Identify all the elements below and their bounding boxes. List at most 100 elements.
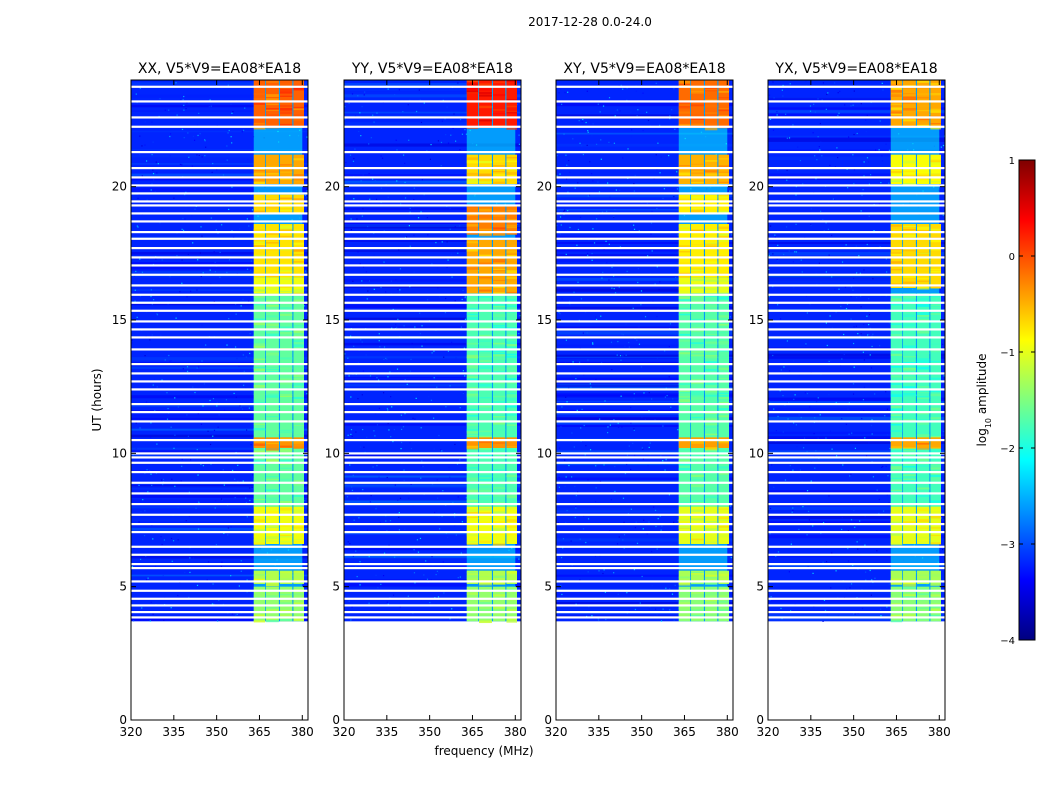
flag-gap-2-2 (556, 604, 733, 607)
subband-block-0-3-9 (293, 80, 305, 128)
y-tick-label-3-15: 15 (749, 313, 764, 327)
flag-gap-3-16 (768, 471, 945, 474)
y-tick-label-1-20: 20 (325, 180, 340, 194)
subband-block-2-0-9 (678, 80, 691, 128)
flag-gap-0-8 (131, 553, 308, 556)
flag-gap-1-6 (344, 567, 521, 570)
flag-gap-0-26 (131, 372, 308, 375)
x-tick-label-1-380: 380 (504, 725, 527, 739)
flag-gap-3-34 (768, 293, 945, 296)
flag-gap-3-17 (768, 461, 945, 464)
flag-gap-2-54 (556, 85, 733, 88)
flag-gap-0-32 (131, 309, 308, 312)
colorbar-tick-label-1: 0 (1009, 252, 1015, 263)
flag-gap-0-51 (131, 125, 308, 128)
y-tick-label-1-5: 5 (332, 580, 340, 594)
flag-gap-2-22 (556, 411, 733, 414)
flag-gap-0-50 (131, 151, 308, 154)
flag-gap-2-45 (556, 200, 733, 203)
subband-block-1-0-3 (466, 506, 479, 544)
flag-gap-1-45 (344, 200, 521, 203)
flag-gap-2-10 (556, 531, 733, 534)
flag-gap-1-54 (344, 85, 521, 88)
flag-gap-0-25 (131, 380, 308, 383)
subband-block-1-0-8 (466, 80, 479, 128)
flag-gap-3-37 (768, 264, 945, 267)
colorbar-tick-label-4: −3 (1000, 540, 1015, 551)
subband-block-3-2-5 (917, 224, 930, 288)
y-tick-label-2-5: 5 (544, 580, 552, 594)
flag-gap-1-36 (344, 273, 521, 276)
x-tick-label-1-320: 320 (333, 725, 356, 739)
flag-gap-3-35 (768, 284, 945, 287)
flag-gap-3-9 (768, 545, 945, 548)
x-tick-label-2-320: 320 (545, 725, 568, 739)
subband-block-2-0-7 (678, 194, 691, 214)
flag-gap-2-18 (556, 456, 733, 459)
flag-gap-2-42 (556, 220, 733, 223)
colorbar-tick-label-2: −1 (1000, 348, 1015, 359)
y-tick-label-0-10: 10 (112, 446, 127, 460)
flag-gap-1-52 (344, 116, 521, 119)
y-tick-label-2-20: 20 (537, 180, 552, 194)
flag-gap-2-40 (556, 237, 733, 240)
subband-block-2-0-6 (678, 224, 691, 278)
flag-gap-3-14 (768, 492, 945, 495)
flag-gap-3-28 (768, 348, 945, 351)
flag-gap-1-44 (344, 204, 521, 207)
flag-gap-1-49 (344, 167, 521, 170)
flag-gap-3-8 (768, 553, 945, 556)
subband-block-1-3-2 (506, 570, 518, 584)
flag-gap-0-33 (131, 301, 308, 304)
flag-gap-3-19 (768, 452, 945, 455)
flag-gap-0-4 (131, 589, 308, 592)
flag-gap-0-0 (131, 616, 308, 619)
flag-gap-0-21 (131, 420, 308, 423)
flag-gap-0-43 (131, 212, 308, 215)
flag-gap-1-37 (344, 264, 521, 267)
flag-gap-0-44 (131, 204, 308, 207)
flag-gap-2-25 (556, 380, 733, 383)
subband-block-2-3-2 (718, 570, 730, 584)
flag-gap-0-6 (131, 567, 308, 570)
flag-gap-3-23 (768, 403, 945, 406)
flag-gap-1-24 (344, 388, 521, 391)
subband-block-3-1-6 (903, 154, 916, 184)
subband-block-2-3-8 (718, 154, 730, 184)
flag-gap-2-9 (556, 545, 733, 548)
flag-gap-0-41 (131, 231, 308, 234)
flag-gap-2-44 (556, 204, 733, 207)
x-tick-label-1-365: 365 (461, 725, 484, 739)
subband-block-3-3-2 (930, 570, 942, 584)
subband-block-0-3-0 (293, 293, 305, 507)
flag-gap-2-30 (556, 328, 733, 331)
flag-gap-3-7 (768, 563, 945, 566)
flag-gap-1-1 (344, 611, 521, 614)
subband-block-1-0-0 (466, 293, 479, 507)
flag-gap-3-11 (768, 523, 945, 526)
panel-1: YY, V5*V9=EA08*EA18 320 335 350 365 380 0 5 10 15… (325, 61, 527, 739)
subband-block-2-0-3 (678, 506, 691, 544)
colorbar: 1 0 −1 −2 −3 −4 log10 amplitude (975, 156, 1036, 647)
flag-gap-3-42 (768, 220, 945, 223)
subband-block-3-0-2 (890, 570, 903, 584)
flag-gap-2-32 (556, 309, 733, 312)
panel-title-2: XY, V5*V9=EA08*EA18 (563, 61, 725, 77)
y-axis-label: UT (hours) (90, 368, 104, 431)
flag-gap-0-24 (131, 388, 308, 391)
panel-title-1: YY, V5*V9=EA08*EA18 (351, 61, 513, 77)
flag-gap-2-53 (556, 100, 733, 103)
subband-block-2-1-0 (691, 293, 704, 507)
subband-block-0-0-2 (253, 570, 266, 584)
subband-block-1-2-6 (493, 205, 506, 235)
subband-block-0-2-4 (280, 437, 293, 448)
flag-gap-3-46 (768, 192, 945, 195)
flag-gap-2-47 (556, 184, 733, 187)
flag-gap-2-16 (556, 471, 733, 474)
subband-block-0-2-7 (280, 194, 293, 214)
subband-block-0-1-6 (266, 224, 279, 278)
flag-gap-2-13 (556, 503, 733, 506)
flag-gap-1-14 (344, 492, 521, 495)
flag-gap-3-26 (768, 372, 945, 375)
flag-gap-3-44 (768, 204, 945, 207)
